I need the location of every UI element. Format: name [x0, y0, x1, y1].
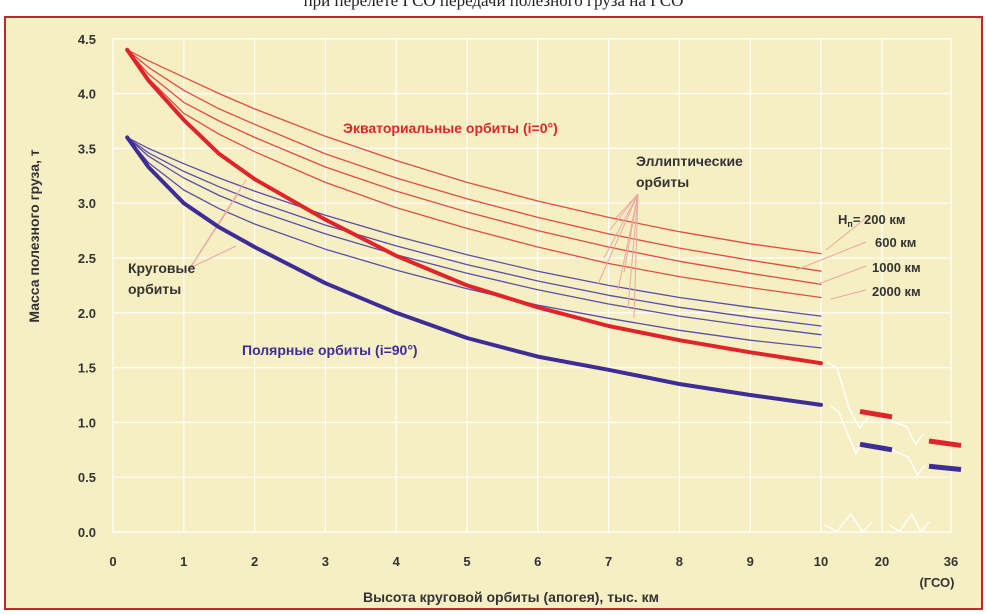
chart-frame: 0.0 0.5 1.0 1.5 2.0 2.5 3.0 3.5 4.0 4.5 0 1 2 3 4 5 6 7 8 9… [4, 16, 983, 610]
axis-break-mark [826, 361, 869, 430]
leader-line [597, 193, 639, 285]
plot-area [112, 38, 952, 533]
leader-line [603, 193, 639, 259]
leader-line [633, 193, 639, 319]
series-segment-polar-36 [928, 463, 962, 473]
axis-break-mark [824, 512, 873, 534]
leader-line [825, 217, 867, 251]
y-tick-label: 0.0 [78, 525, 96, 540]
elliptic-orbit-lines [126, 49, 822, 349]
hp-label-1000: 1000 км [872, 260, 921, 275]
x-tick-label: 3 [322, 554, 329, 569]
leader-line [623, 193, 639, 273]
axis-break-marks [824, 361, 930, 534]
payload-chart: 0.0 0.5 1.0 1.5 2.0 2.5 3.0 3.5 4.0 4.5 0 1 2 3 4 5 6 7 8 9… [26, 32, 962, 605]
x-tick-label: 7 [605, 554, 612, 569]
x-tick-label: 6 [534, 554, 541, 569]
series-segment-polar-20 [859, 441, 893, 453]
y-tick-label: 3.0 [78, 196, 96, 211]
x-tick-label: 4 [393, 554, 401, 569]
axis-break-mark [889, 512, 930, 534]
y-tick-label: 2.0 [78, 306, 96, 321]
circular-annotation-line1: Круговые [128, 260, 195, 276]
elliptic-annotation-line1: Эллиптические [636, 153, 743, 169]
y-axis-label: Масса полезного груза, т [26, 149, 42, 322]
x-tick-label: 0 [109, 554, 116, 569]
series-line-polar-elliptic [126, 136, 822, 317]
hp-label-2000: 2000 км [872, 284, 921, 299]
axis-break-mark [885, 416, 924, 446]
axis-break-mark [887, 445, 926, 477]
x-tick-label-broken: 20 [875, 554, 889, 569]
y-tick-label: 4.5 [78, 32, 96, 47]
equatorial-annotation: Экваториальные орбиты (i=0°) [343, 120, 558, 136]
series-line-equatorial-elliptic [126, 49, 822, 285]
polar-annotation: Полярные орбиты (i=90°) [242, 342, 418, 358]
leader-line [627, 193, 639, 309]
circular-orbit-lines [125, 47, 962, 473]
y-tick-label: 2.5 [78, 251, 96, 266]
top-caption: при перелёте ГСО передачи полезного груз… [0, 0, 987, 16]
leader-line [830, 289, 867, 300]
x-tick-label-broken: 36 [944, 554, 958, 569]
leader-line [609, 193, 639, 231]
y-tick-label: 0.5 [78, 470, 96, 485]
leader-line [817, 265, 867, 285]
tick-labels: 0.0 0.5 1.0 1.5 2.0 2.5 3.0 3.5 4.0 4.5 0 1 2 3 4 5 6 7 8 9… [78, 32, 958, 569]
axis-break-mark [830, 405, 863, 455]
series-line-polar-elliptic [126, 136, 822, 327]
leader-line [615, 193, 639, 219]
x-tick-label: 2 [251, 554, 258, 569]
geo-label: (ГСО) [919, 575, 954, 590]
elliptic-annotation-line2: орбиты [636, 174, 689, 190]
series-line-polar-circular [125, 135, 823, 407]
series-segment-equatorial-20 [859, 408, 893, 420]
grid [112, 38, 952, 533]
caption-text: при перелёте ГСО передачи полезного груз… [303, 0, 684, 10]
circular-annotation-line2: орбиты [128, 281, 181, 297]
x-tick-label: 9 [747, 554, 754, 569]
series-line-equatorial-elliptic [126, 49, 822, 272]
y-tick-label: 1.0 [78, 415, 96, 430]
series-line-equatorial-circular [125, 47, 823, 366]
x-tick-label: 10 [814, 554, 828, 569]
leader-line [795, 241, 867, 271]
y-tick-label: 4.0 [78, 87, 96, 102]
series-line-equatorial-elliptic [126, 49, 822, 299]
x-tick-label: 5 [463, 554, 470, 569]
hp-label-600: 600 км [875, 235, 916, 250]
y-tick-label: 1.5 [78, 361, 96, 376]
series-line-polar-elliptic [126, 136, 822, 349]
hp-label-200: Hп= 200 км [838, 212, 905, 229]
leader-lines [189, 179, 867, 319]
leader-line [189, 245, 237, 269]
x-tick-label: 1 [180, 554, 187, 569]
leader-line [189, 209, 229, 269]
series-segment-equatorial-36 [928, 438, 962, 448]
y-tick-label: 3.5 [78, 141, 96, 156]
x-axis-label: Высота круговой орбиты (апогея), тыс. км [363, 589, 659, 605]
x-tick-label: 8 [676, 554, 683, 569]
series-line-equatorial-elliptic [126, 49, 822, 255]
